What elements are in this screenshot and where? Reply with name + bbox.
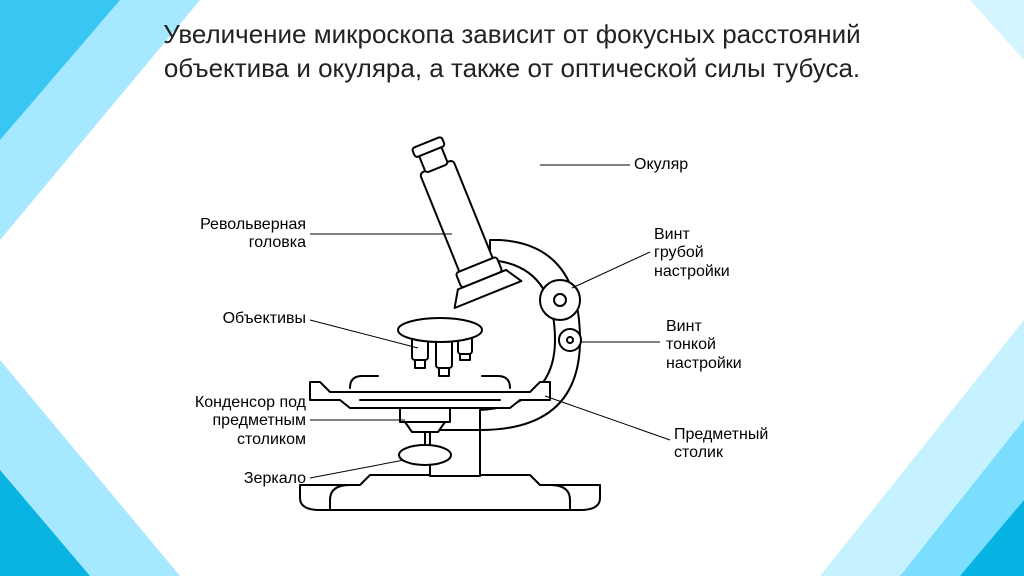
microscope-diagram: Окуляр Револьверная головка Объективы Ко… xyxy=(200,130,820,550)
slide-title: Увеличение микроскопа зависит от фокусны… xyxy=(110,18,914,86)
label-condenser: Конденсор под предметным столиком xyxy=(195,394,306,449)
label-stage: Предметный столик xyxy=(674,426,768,463)
label-coarse-focus: Винт грубой настройки xyxy=(654,226,730,281)
label-eyepiece: Окуляр xyxy=(634,156,688,174)
label-fine-focus: Винт тонкой настройки xyxy=(666,318,742,373)
label-mirror: Зеркало xyxy=(244,470,306,488)
slide: Увеличение микроскопа зависит от фокусны… xyxy=(0,0,1024,576)
label-objectives: Объективы xyxy=(223,310,306,328)
label-nosepiece: Револьверная головка xyxy=(200,216,306,253)
